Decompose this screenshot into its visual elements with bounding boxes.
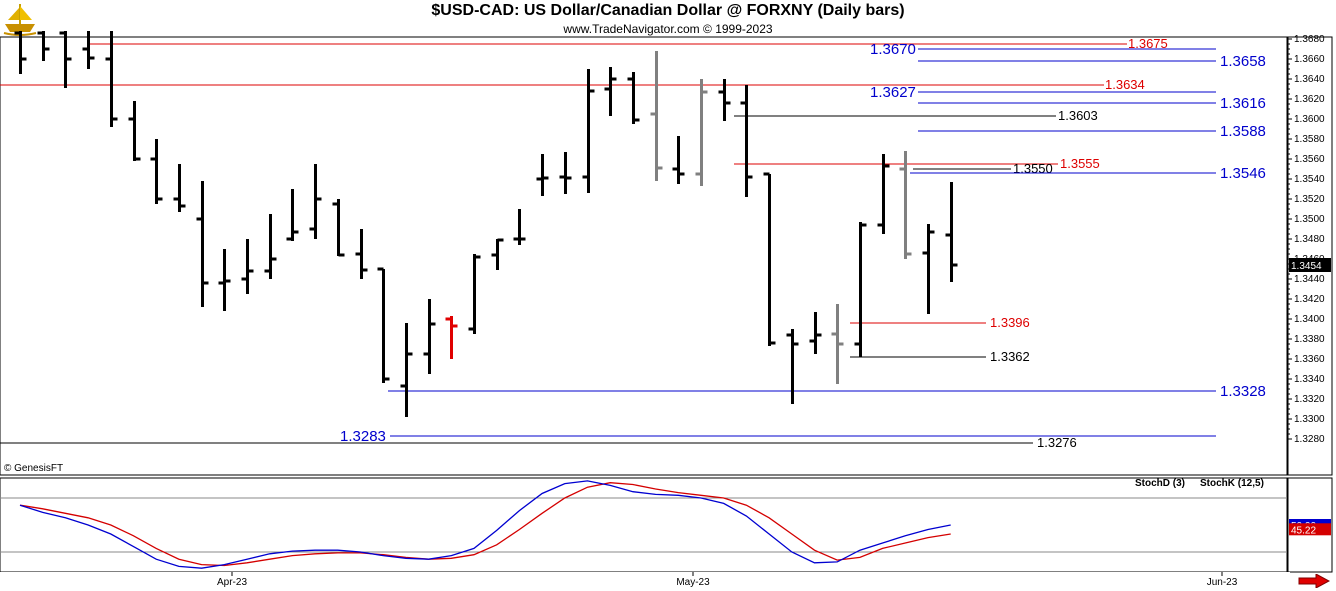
price-plot-area bbox=[0, 36, 1288, 476]
level-label-1.3555: 1.3555 bbox=[1060, 156, 1100, 171]
level-label-1.3276: 1.3276 bbox=[1037, 435, 1077, 450]
ohlc-bar bbox=[37, 31, 50, 61]
ohlc-bar bbox=[468, 254, 481, 334]
ohlc-bar bbox=[831, 304, 844, 384]
level-label-1.3670: 1.3670 bbox=[870, 41, 916, 58]
ohlc-bar bbox=[877, 154, 890, 234]
ohlc-bar bbox=[196, 181, 209, 307]
y-tick-label: 1.3480 bbox=[1294, 234, 1325, 245]
level-label-1.3616: 1.3616 bbox=[1220, 95, 1266, 112]
level-label-1.3362: 1.3362 bbox=[990, 349, 1030, 364]
ohlc-bar bbox=[627, 72, 640, 124]
ohlc-bar bbox=[672, 136, 685, 184]
y-tick-label: 1.3360 bbox=[1294, 354, 1325, 365]
ohlc-bar bbox=[377, 267, 390, 383]
ohlc-bar bbox=[763, 172, 776, 346]
y-tick-label: 1.3560 bbox=[1294, 154, 1325, 165]
y-tick-label: 1.3320 bbox=[1294, 394, 1325, 405]
y-tick-label: 1.3300 bbox=[1294, 414, 1325, 425]
y-tick-label: 1.3660 bbox=[1294, 54, 1325, 65]
y-tick-label: 1.3520 bbox=[1294, 194, 1325, 205]
y-tick-label: 1.3540 bbox=[1294, 174, 1325, 185]
level-label-1.3550: 1.3550 bbox=[1013, 161, 1053, 176]
ohlc-bar bbox=[105, 31, 118, 127]
y-tick-label: 1.3500 bbox=[1294, 214, 1325, 225]
ohlc-bar bbox=[82, 31, 95, 69]
ohlc-bar bbox=[718, 79, 731, 121]
ohlc-bar bbox=[14, 31, 27, 74]
ohlc-bar bbox=[332, 199, 345, 257]
x-tick-label: May-23 bbox=[676, 577, 710, 588]
stochd-legend: StochD (3) bbox=[1135, 478, 1185, 489]
scroll-right-arrow-icon[interactable] bbox=[1298, 574, 1330, 588]
ohlc-bar bbox=[559, 152, 572, 194]
y-tick-label: 1.3440 bbox=[1294, 274, 1325, 285]
ohlc-bar bbox=[150, 139, 163, 204]
ohlc-bar bbox=[650, 51, 663, 181]
ohlc-bar bbox=[491, 238, 504, 270]
ohlc-bar bbox=[445, 316, 458, 359]
ohlc-bar bbox=[513, 209, 526, 245]
level-label-1.3658: 1.3658 bbox=[1220, 53, 1266, 70]
ohlc-bar bbox=[604, 67, 617, 116]
ohlc-bar bbox=[945, 182, 958, 282]
ohlc-bar bbox=[355, 229, 368, 279]
level-label-1.3675: 1.3675 bbox=[1128, 36, 1168, 51]
ohlc-bar bbox=[899, 151, 912, 259]
ohlc-bar bbox=[400, 323, 413, 417]
ohlc-bar bbox=[218, 249, 231, 311]
y-tick-label: 1.3580 bbox=[1294, 134, 1325, 145]
level-label-1.3603: 1.3603 bbox=[1058, 108, 1098, 123]
stochk-line bbox=[19, 480, 951, 569]
stochastic-panel bbox=[0, 477, 1288, 573]
level-label-1.3546: 1.3546 bbox=[1220, 165, 1266, 182]
ohlc-bar bbox=[695, 79, 708, 186]
price-axis bbox=[1287, 36, 1333, 476]
y-tick-label: 1.3400 bbox=[1294, 314, 1325, 325]
y-tick-label: 1.3640 bbox=[1294, 74, 1325, 85]
ohlc-bar bbox=[264, 214, 277, 279]
ohlc-bar bbox=[786, 329, 799, 404]
ohlc-bar bbox=[309, 164, 322, 239]
ohlc-bar bbox=[128, 101, 141, 161]
ohlc-bar bbox=[582, 69, 595, 193]
y-tick-label: 1.3620 bbox=[1294, 94, 1325, 105]
stochd-value-box bbox=[1289, 523, 1331, 536]
y-tick-label: 1.3600 bbox=[1294, 114, 1325, 125]
ohlc-bar bbox=[59, 31, 72, 88]
last-price-box bbox=[1289, 258, 1331, 272]
ohlc-bar bbox=[286, 189, 299, 241]
stochk-legend: StochK (12,5) bbox=[1200, 478, 1264, 489]
y-tick-label: 1.3280 bbox=[1294, 434, 1325, 445]
copyright-label: © GenesisFT bbox=[4, 463, 64, 474]
ohlc-bar bbox=[536, 154, 549, 196]
ohlc-bar bbox=[241, 239, 254, 294]
level-label-1.3634: 1.3634 bbox=[1105, 77, 1145, 92]
level-label-1.3328: 1.3328 bbox=[1220, 383, 1266, 400]
ohlc-bar bbox=[740, 85, 753, 197]
x-axis-area bbox=[0, 572, 1290, 590]
y-tick-label: 1.3420 bbox=[1294, 294, 1325, 305]
y-tick-label: 1.3680 bbox=[1294, 34, 1325, 45]
ohlc-bar bbox=[854, 222, 867, 357]
chart-subtitle: www.TradeNavigator.com © 1999-2023 bbox=[563, 22, 773, 36]
level-label-1.3588: 1.3588 bbox=[1220, 123, 1266, 140]
last-price-label: 1.3454 bbox=[1291, 261, 1322, 272]
level-label-1.3627: 1.3627 bbox=[870, 84, 916, 101]
level-label-1.3283: 1.3283 bbox=[340, 428, 386, 445]
x-tick-label: Apr-23 bbox=[217, 577, 247, 588]
stochd-value-label: 45.22 bbox=[1291, 525, 1316, 536]
ohlc-bar bbox=[423, 299, 436, 374]
ohlc-bar bbox=[922, 224, 935, 314]
level-label-1.3396: 1.3396 bbox=[990, 315, 1030, 330]
ohlc-bar bbox=[173, 164, 186, 212]
y-tick-label: 1.3380 bbox=[1294, 334, 1325, 345]
x-tick-label: Jun-23 bbox=[1207, 577, 1238, 588]
ohlc-bar bbox=[809, 312, 822, 354]
stochd-line bbox=[19, 482, 951, 567]
y-tick-label: 1.3340 bbox=[1294, 374, 1325, 385]
chart-title: $USD-CAD: US Dollar/Canadian Dollar @ FO… bbox=[431, 2, 905, 19]
